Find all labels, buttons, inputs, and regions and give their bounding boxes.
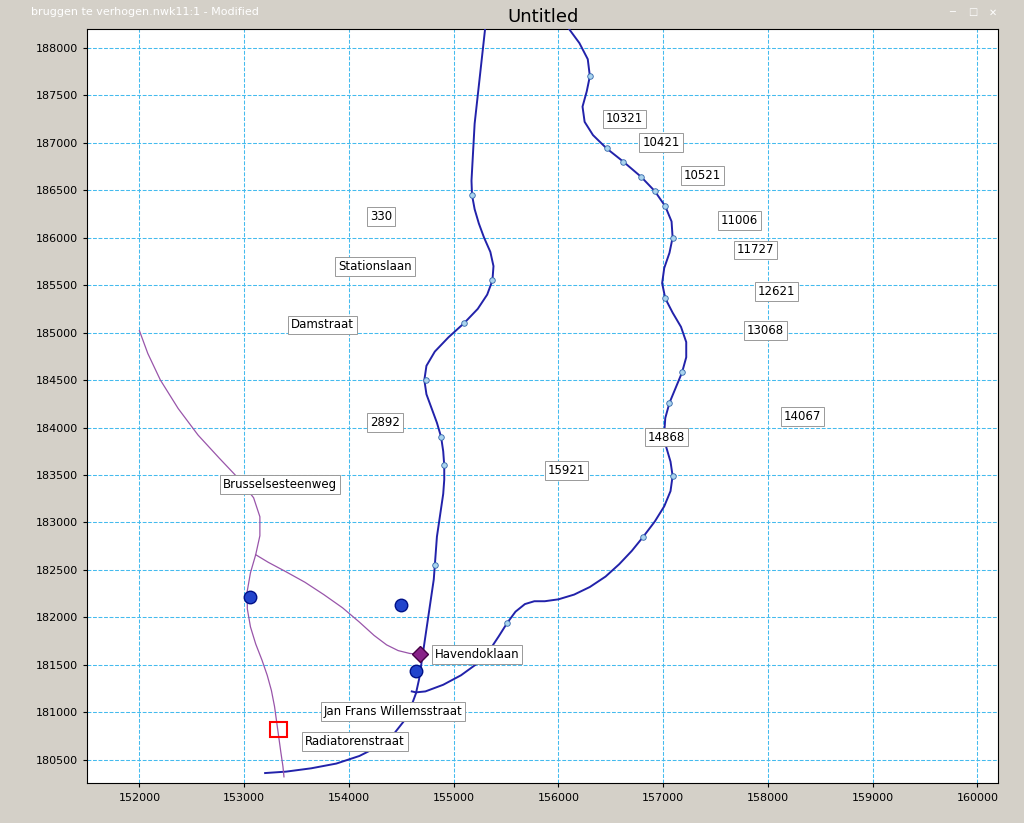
Text: 14868: 14868 xyxy=(647,430,685,444)
Text: □: □ xyxy=(968,7,978,17)
Text: 10521: 10521 xyxy=(684,170,721,183)
Text: ─: ─ xyxy=(949,7,955,17)
Text: 12621: 12621 xyxy=(758,286,795,298)
Text: 330: 330 xyxy=(370,210,392,223)
Text: 11727: 11727 xyxy=(736,244,774,257)
Text: 11006: 11006 xyxy=(721,214,758,227)
Text: Jan Frans Willemsstraat: Jan Frans Willemsstraat xyxy=(324,704,463,718)
Text: Havendoklaan: Havendoklaan xyxy=(435,648,519,661)
Title: Untitled: Untitled xyxy=(507,8,579,26)
Text: 14067: 14067 xyxy=(783,410,821,423)
Bar xyxy=(270,722,287,737)
Text: Stationslaan: Stationslaan xyxy=(339,259,412,272)
Text: Radiatorenstraat: Radiatorenstraat xyxy=(305,735,404,748)
Text: ✕: ✕ xyxy=(989,7,997,17)
Text: bruggen te verhogen.nwk11:1 - Modified: bruggen te verhogen.nwk11:1 - Modified xyxy=(31,7,259,17)
Text: Damstraat: Damstraat xyxy=(291,319,354,332)
Text: 15921: 15921 xyxy=(548,463,586,477)
Text: 13068: 13068 xyxy=(746,324,784,337)
Text: 10321: 10321 xyxy=(605,113,643,125)
Text: 2892: 2892 xyxy=(370,416,399,430)
Text: 10421: 10421 xyxy=(642,137,680,149)
Text: Brusselsesteenweg: Brusselsesteenweg xyxy=(223,478,337,491)
